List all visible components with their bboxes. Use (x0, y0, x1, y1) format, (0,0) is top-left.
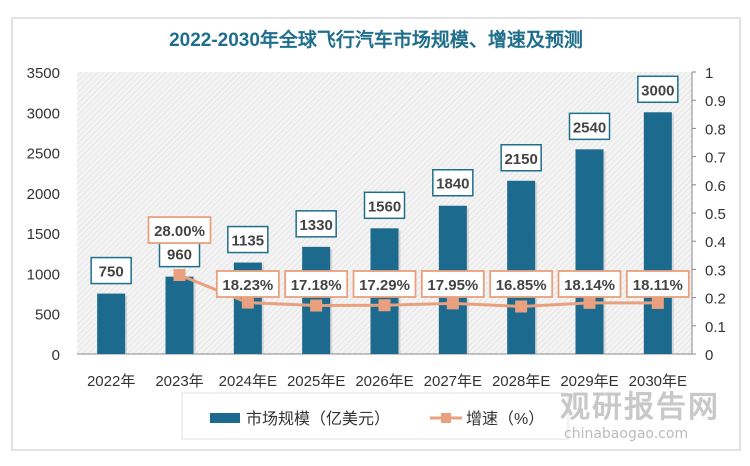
bar-value-box (637, 75, 679, 104)
growth-value-box (147, 216, 212, 244)
x-tick-label: 2028年E (492, 373, 550, 390)
chart-title: 2022-2030年全球飞行汽车市场规模、增速及预测 (169, 28, 583, 51)
right-tick-label: 0.8 (705, 121, 726, 138)
bar-value-label: 960 (167, 247, 192, 264)
bar-value-label: 1560 (368, 198, 401, 215)
growth-marker (515, 300, 528, 313)
right-tick-label: 0.5 (705, 206, 726, 223)
growth-marker (378, 299, 391, 312)
legend-bar-label: 市场规模（亿美元） (246, 410, 390, 428)
left-tick-label: 1000 (27, 266, 60, 283)
bar-value-label: 1840 (436, 176, 469, 193)
growth-marker (446, 297, 459, 310)
x-tick-label: 2024年E (219, 373, 277, 390)
growth-value-label: 16.85% (496, 277, 547, 294)
bar-value-box (363, 191, 406, 220)
bar (507, 180, 536, 354)
growth-value-label: 18.11% (633, 277, 683, 294)
growth-marker (241, 296, 254, 309)
growth-value-box (215, 270, 280, 298)
right-tick-label: 0.6 (705, 178, 726, 195)
growth-marker (310, 299, 323, 312)
right-tick-label: 0.7 (705, 150, 726, 167)
right-tick-label: 0.4 (705, 234, 726, 251)
legend-line-label: 增速（%） (466, 410, 544, 428)
growth-value-label: 17.29% (359, 277, 410, 294)
bar-value-box (295, 210, 337, 238)
left-tick-label: 3000 (27, 105, 60, 122)
bar (643, 112, 672, 355)
growth-value-box (625, 270, 690, 298)
bar-value-label: 2540 (573, 119, 606, 136)
bar-value-label: 1330 (299, 217, 332, 234)
bar-value-box (568, 112, 611, 141)
x-tick-label: 2030年E (629, 373, 687, 390)
growth-value-box (420, 270, 485, 298)
bar-value-label: 2150 (504, 151, 537, 168)
growth-value-label: 17.18% (291, 277, 342, 294)
legend-box (181, 392, 569, 440)
bar-value-box (227, 225, 269, 254)
bar (575, 149, 604, 354)
x-tick-label: 2025年E (287, 373, 345, 390)
x-tick-label: 2023年 (155, 373, 203, 390)
growth-value-label: 28.00% (154, 223, 205, 240)
growth-value-box (557, 270, 622, 298)
left-tick-label: 3500 (27, 65, 60, 82)
bar-value-label: 750 (99, 264, 124, 281)
left-tick-label: 500 (35, 307, 60, 324)
x-tick-label: 2027年E (424, 373, 482, 390)
right-tick-label: 0 (705, 347, 713, 364)
bar-value-label: 3000 (641, 82, 674, 99)
growth-marker (583, 296, 596, 309)
bar-value-box (158, 239, 201, 268)
right-tick-label: 0.9 (705, 93, 726, 110)
left-tick-label: 2000 (27, 186, 60, 203)
growth-marker (651, 296, 664, 309)
bar (165, 276, 194, 354)
bar-value-label: 1135 (232, 233, 265, 250)
right-tick-label: 0.3 (705, 262, 726, 279)
growth-line (178, 273, 658, 308)
growth-value-box (489, 270, 554, 298)
watermark-name: 观研报告网 (560, 390, 720, 425)
left-tick-label: 0 (52, 347, 60, 364)
bar-value-box (500, 144, 542, 172)
growth-value-label: 17.95% (427, 277, 478, 294)
left-tick-label: 2500 (27, 146, 60, 163)
right-tick-label: 0.1 (705, 319, 726, 336)
growth-value-label: 18.14% (564, 277, 615, 294)
growth-value-label: 18.23% (222, 277, 273, 294)
right-tick-label: 1 (705, 65, 713, 82)
watermark-url: chinabaogao.com (564, 426, 689, 442)
growth-value-box (352, 270, 417, 298)
growth-value-box (284, 270, 349, 298)
growth-marker (173, 269, 186, 282)
bar-value-box (90, 256, 132, 285)
bar-value-box (432, 168, 474, 197)
x-tick-label: 2026年E (355, 373, 413, 390)
x-tick-label: 2022年 (87, 373, 135, 390)
x-tick-label: 2029年E (560, 373, 618, 390)
bar (97, 293, 126, 354)
legend-line-marker (441, 413, 451, 423)
right-tick-label: 0.2 (705, 291, 726, 308)
left-tick-label: 1500 (27, 226, 60, 243)
watermark: 观研报告网 chinabaogao.com (560, 382, 720, 442)
legend-bar-swatch (210, 413, 240, 423)
